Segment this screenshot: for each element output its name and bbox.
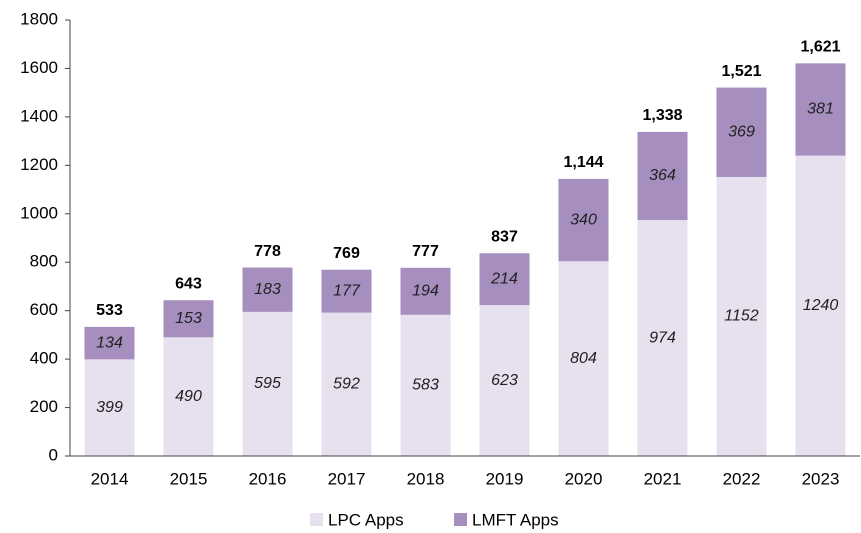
total-label: 1,621 [800, 39, 840, 56]
bar-segment [716, 87, 767, 177]
x-tick-label: 2020 [565, 469, 603, 488]
segment-label: 364 [649, 167, 676, 184]
bar-segment [84, 326, 135, 360]
x-tick-label: 2018 [407, 469, 445, 488]
x-tick-label: 2016 [249, 469, 287, 488]
legend-label: LMFT Apps [472, 510, 559, 529]
segment-label: 592 [333, 376, 360, 393]
segment-label: 490 [175, 388, 202, 405]
y-tick-label: 1000 [20, 203, 58, 222]
bar-segment [84, 359, 135, 456]
bar-segment [321, 312, 372, 456]
bar-segment [242, 267, 293, 312]
segment-label: 340 [570, 211, 597, 228]
bar-segment [163, 300, 214, 338]
legend-swatch [454, 513, 467, 526]
y-tick-label: 800 [30, 252, 58, 271]
segment-label: 1240 [803, 297, 839, 314]
total-label: 778 [254, 243, 281, 260]
bar-segment [321, 269, 372, 313]
x-tick-label: 2017 [328, 469, 366, 488]
y-tick-label: 1800 [20, 9, 58, 28]
bar-segment [558, 261, 609, 456]
total-label: 1,338 [642, 107, 682, 124]
x-tick-label: 2021 [644, 469, 682, 488]
segment-label: 623 [491, 372, 518, 389]
x-tick-label: 2015 [170, 469, 208, 488]
y-tick-label: 600 [30, 300, 58, 319]
total-label: 837 [491, 228, 518, 245]
bar-segment [558, 178, 609, 262]
y-tick-label: 0 [49, 445, 58, 464]
bar-segment [479, 253, 530, 306]
bar-segment [795, 155, 846, 456]
segment-label: 214 [490, 270, 518, 287]
segment-label: 1152 [724, 308, 759, 325]
total-label: 643 [175, 275, 202, 292]
bar-segment [716, 176, 767, 456]
bar-segment [637, 131, 688, 221]
segment-label: 177 [333, 282, 361, 299]
bar-segment [795, 63, 846, 156]
segment-label: 974 [649, 329, 676, 346]
bar-segment [242, 311, 293, 456]
segment-label: 583 [412, 377, 439, 394]
y-tick-label: 1600 [20, 58, 58, 77]
y-tick-label: 400 [30, 349, 58, 368]
y-tick-label: 200 [30, 397, 58, 416]
bar-segment [479, 305, 530, 456]
bar-segment [400, 314, 451, 456]
y-tick-label: 1400 [20, 106, 58, 125]
bar-segment [400, 267, 451, 315]
bar-segment [163, 337, 214, 456]
total-label: 1,144 [563, 154, 603, 171]
total-label: 769 [333, 245, 360, 262]
x-tick-label: 2022 [723, 469, 761, 488]
segment-label: 183 [254, 281, 281, 298]
y-tick-label: 1200 [20, 155, 58, 174]
segment-label: 595 [254, 375, 281, 392]
x-tick-label: 2014 [91, 469, 129, 488]
segment-label: 804 [570, 350, 597, 367]
segment-label: 134 [96, 334, 123, 351]
total-label: 777 [412, 243, 439, 260]
total-label: 1,521 [721, 63, 761, 80]
bar-segment [637, 220, 688, 456]
segment-label: 381 [807, 101, 834, 118]
legend-swatch [310, 513, 323, 526]
segment-label: 194 [412, 283, 439, 300]
segment-label: 399 [96, 399, 123, 416]
legend-label: LPC Apps [328, 510, 404, 529]
segment-label: 153 [175, 310, 202, 327]
x-tick-label: 2023 [802, 469, 840, 488]
total-label: 533 [96, 302, 123, 319]
x-tick-label: 2019 [486, 469, 524, 488]
segment-label: 369 [728, 123, 755, 140]
